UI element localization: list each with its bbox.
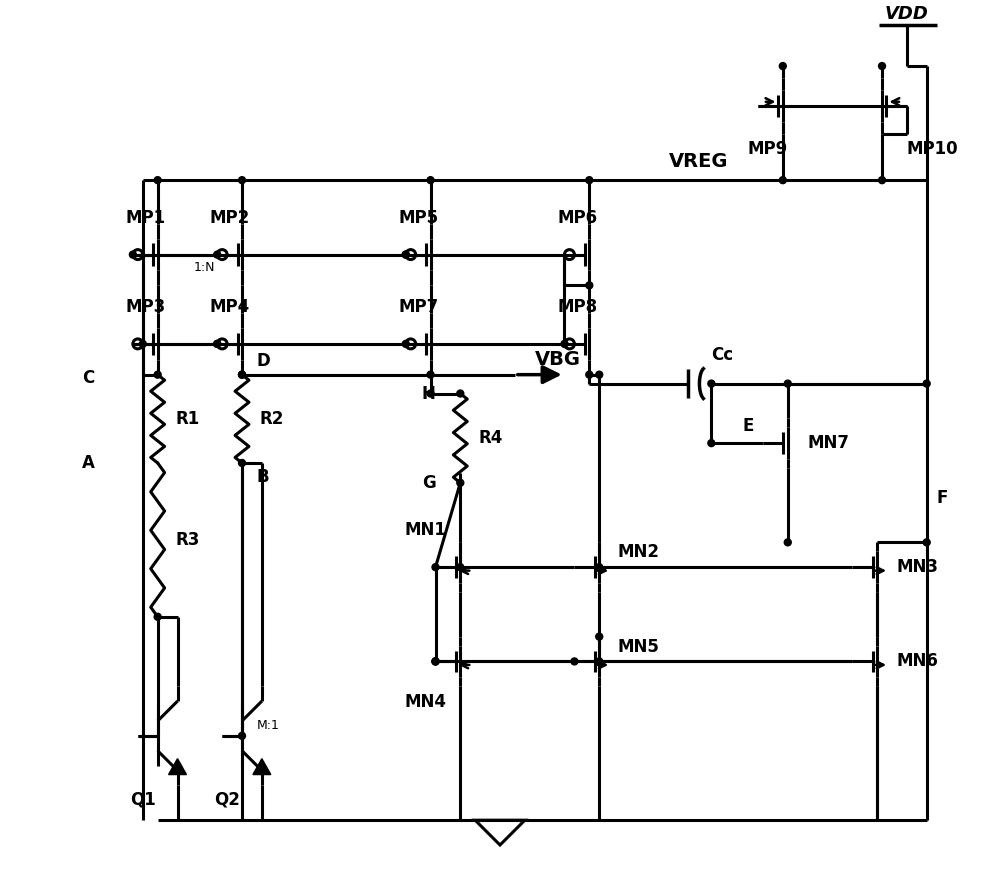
Text: MN3: MN3 — [897, 558, 939, 576]
Circle shape — [432, 658, 439, 665]
Circle shape — [239, 460, 245, 467]
Text: MP4: MP4 — [210, 298, 250, 316]
Circle shape — [154, 613, 161, 620]
Circle shape — [457, 390, 464, 397]
Circle shape — [239, 371, 245, 378]
Circle shape — [457, 479, 464, 487]
Text: H: H — [422, 384, 436, 402]
Circle shape — [154, 371, 161, 378]
Circle shape — [708, 380, 715, 387]
Text: R3: R3 — [176, 530, 200, 549]
Text: VDD: VDD — [885, 5, 929, 23]
Circle shape — [586, 282, 593, 289]
Text: R2: R2 — [260, 409, 284, 427]
Text: A: A — [82, 454, 95, 472]
Circle shape — [596, 658, 603, 665]
Circle shape — [154, 177, 161, 184]
Circle shape — [432, 658, 439, 665]
Text: VREG: VREG — [669, 152, 728, 171]
Circle shape — [708, 440, 715, 446]
Text: MN2: MN2 — [617, 543, 659, 561]
Circle shape — [596, 371, 603, 378]
Circle shape — [139, 340, 146, 348]
Polygon shape — [253, 759, 271, 774]
Circle shape — [784, 538, 791, 546]
Circle shape — [779, 63, 786, 70]
Text: MN7: MN7 — [808, 435, 850, 452]
Circle shape — [129, 251, 136, 258]
Text: 1:N: 1:N — [194, 261, 216, 273]
Circle shape — [427, 390, 434, 397]
Circle shape — [427, 177, 434, 184]
Circle shape — [402, 251, 409, 258]
Circle shape — [923, 538, 930, 546]
Circle shape — [571, 658, 578, 665]
Text: MP9: MP9 — [748, 141, 788, 159]
Text: MP8: MP8 — [557, 298, 597, 316]
Circle shape — [239, 177, 245, 184]
Circle shape — [779, 177, 786, 184]
Text: R4: R4 — [478, 429, 503, 447]
Circle shape — [432, 564, 439, 571]
Text: MN1: MN1 — [405, 521, 447, 539]
Text: MP5: MP5 — [399, 209, 439, 227]
Circle shape — [214, 340, 221, 348]
Text: MP2: MP2 — [210, 209, 250, 227]
Text: MN5: MN5 — [617, 638, 659, 656]
Text: B: B — [257, 468, 270, 486]
Text: VBG: VBG — [535, 350, 581, 369]
Circle shape — [427, 371, 434, 378]
Circle shape — [596, 633, 603, 640]
Text: D: D — [257, 352, 271, 370]
Circle shape — [784, 380, 791, 387]
Text: Q2: Q2 — [214, 790, 240, 808]
Text: MP6: MP6 — [557, 209, 597, 227]
Circle shape — [596, 564, 603, 571]
Circle shape — [923, 380, 930, 387]
Circle shape — [239, 371, 245, 378]
Text: MP1: MP1 — [126, 209, 166, 227]
Text: MN4: MN4 — [405, 694, 447, 711]
Polygon shape — [169, 759, 186, 774]
Text: MP10: MP10 — [907, 141, 958, 159]
Text: Cc: Cc — [711, 346, 733, 364]
Text: Q1: Q1 — [130, 790, 156, 808]
Circle shape — [214, 340, 221, 348]
Text: F: F — [937, 488, 948, 507]
Circle shape — [586, 177, 593, 184]
Text: G: G — [422, 474, 436, 492]
Circle shape — [402, 251, 409, 258]
Circle shape — [239, 732, 245, 739]
Circle shape — [561, 340, 568, 348]
Text: R1: R1 — [176, 409, 200, 427]
Circle shape — [214, 251, 221, 258]
Circle shape — [879, 177, 886, 184]
Text: C: C — [82, 368, 94, 387]
Circle shape — [432, 658, 439, 665]
Text: MP3: MP3 — [126, 298, 166, 316]
Circle shape — [402, 340, 409, 348]
Circle shape — [457, 564, 464, 571]
Text: E: E — [742, 418, 754, 435]
Circle shape — [586, 371, 593, 378]
Text: MN6: MN6 — [897, 652, 939, 670]
Text: MP7: MP7 — [399, 298, 439, 316]
Text: M:1: M:1 — [257, 719, 280, 732]
Circle shape — [879, 63, 886, 70]
